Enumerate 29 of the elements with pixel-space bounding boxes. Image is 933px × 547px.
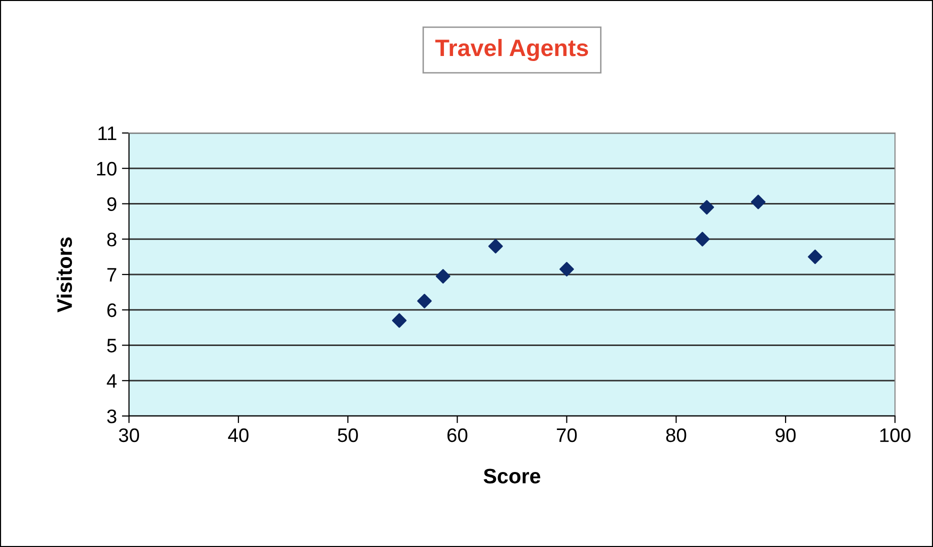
point xyxy=(750,194,766,210)
y-tick-label: 10 xyxy=(97,162,116,176)
x-tick-label: 80 xyxy=(666,428,686,442)
point xyxy=(808,250,822,264)
y-tick-label: 7 xyxy=(107,268,116,282)
x-tick-label: 40 xyxy=(228,428,248,442)
x-tick-label: 50 xyxy=(338,428,358,442)
x-tick-label: 70 xyxy=(556,428,577,442)
x-tick-label: 60 xyxy=(447,428,468,442)
x-tick-label: 100 xyxy=(880,428,910,442)
point xyxy=(488,238,503,254)
x-tick-label: 30 xyxy=(118,428,140,442)
x-tick-label: 90 xyxy=(776,428,796,442)
y-axis-title: Visitors xyxy=(56,237,72,312)
y-tick-label: 5 xyxy=(107,338,116,352)
y-tick-label: 4 xyxy=(106,374,117,388)
point xyxy=(559,262,574,276)
point xyxy=(695,232,710,246)
y-tick-label: 11 xyxy=(98,126,116,140)
y-tick-label: 6 xyxy=(107,303,116,318)
y-tick-label: 3 xyxy=(107,409,116,424)
x-axis-title: Score xyxy=(484,468,540,484)
y-tick-label: 8 xyxy=(107,232,116,246)
point xyxy=(700,200,714,215)
y-tick-label: 9 xyxy=(107,197,116,211)
chart-title: Travel Agents xyxy=(435,38,588,62)
point xyxy=(436,268,450,284)
point xyxy=(392,313,407,328)
point xyxy=(417,294,432,308)
